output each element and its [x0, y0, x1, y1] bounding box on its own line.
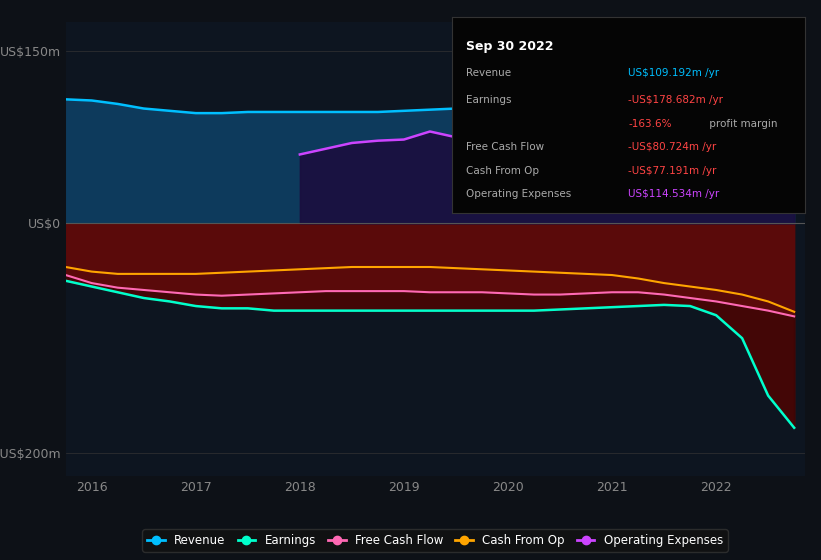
Text: -US$77.191m /yr: -US$77.191m /yr [628, 166, 717, 176]
Text: US$109.192m /yr: US$109.192m /yr [628, 68, 719, 78]
Text: Revenue: Revenue [466, 68, 511, 78]
Text: profit margin: profit margin [706, 119, 777, 129]
Text: -US$80.724m /yr: -US$80.724m /yr [628, 142, 716, 152]
Text: Free Cash Flow: Free Cash Flow [466, 142, 544, 152]
Text: -US$178.682m /yr: -US$178.682m /yr [628, 95, 723, 105]
Text: Sep 30 2022: Sep 30 2022 [466, 40, 553, 53]
Text: Earnings: Earnings [466, 95, 511, 105]
Text: -163.6%: -163.6% [628, 119, 672, 129]
Legend: Revenue, Earnings, Free Cash Flow, Cash From Op, Operating Expenses: Revenue, Earnings, Free Cash Flow, Cash … [143, 529, 727, 552]
Text: Operating Expenses: Operating Expenses [466, 189, 571, 199]
Text: US$114.534m /yr: US$114.534m /yr [628, 189, 719, 199]
Text: Cash From Op: Cash From Op [466, 166, 539, 176]
